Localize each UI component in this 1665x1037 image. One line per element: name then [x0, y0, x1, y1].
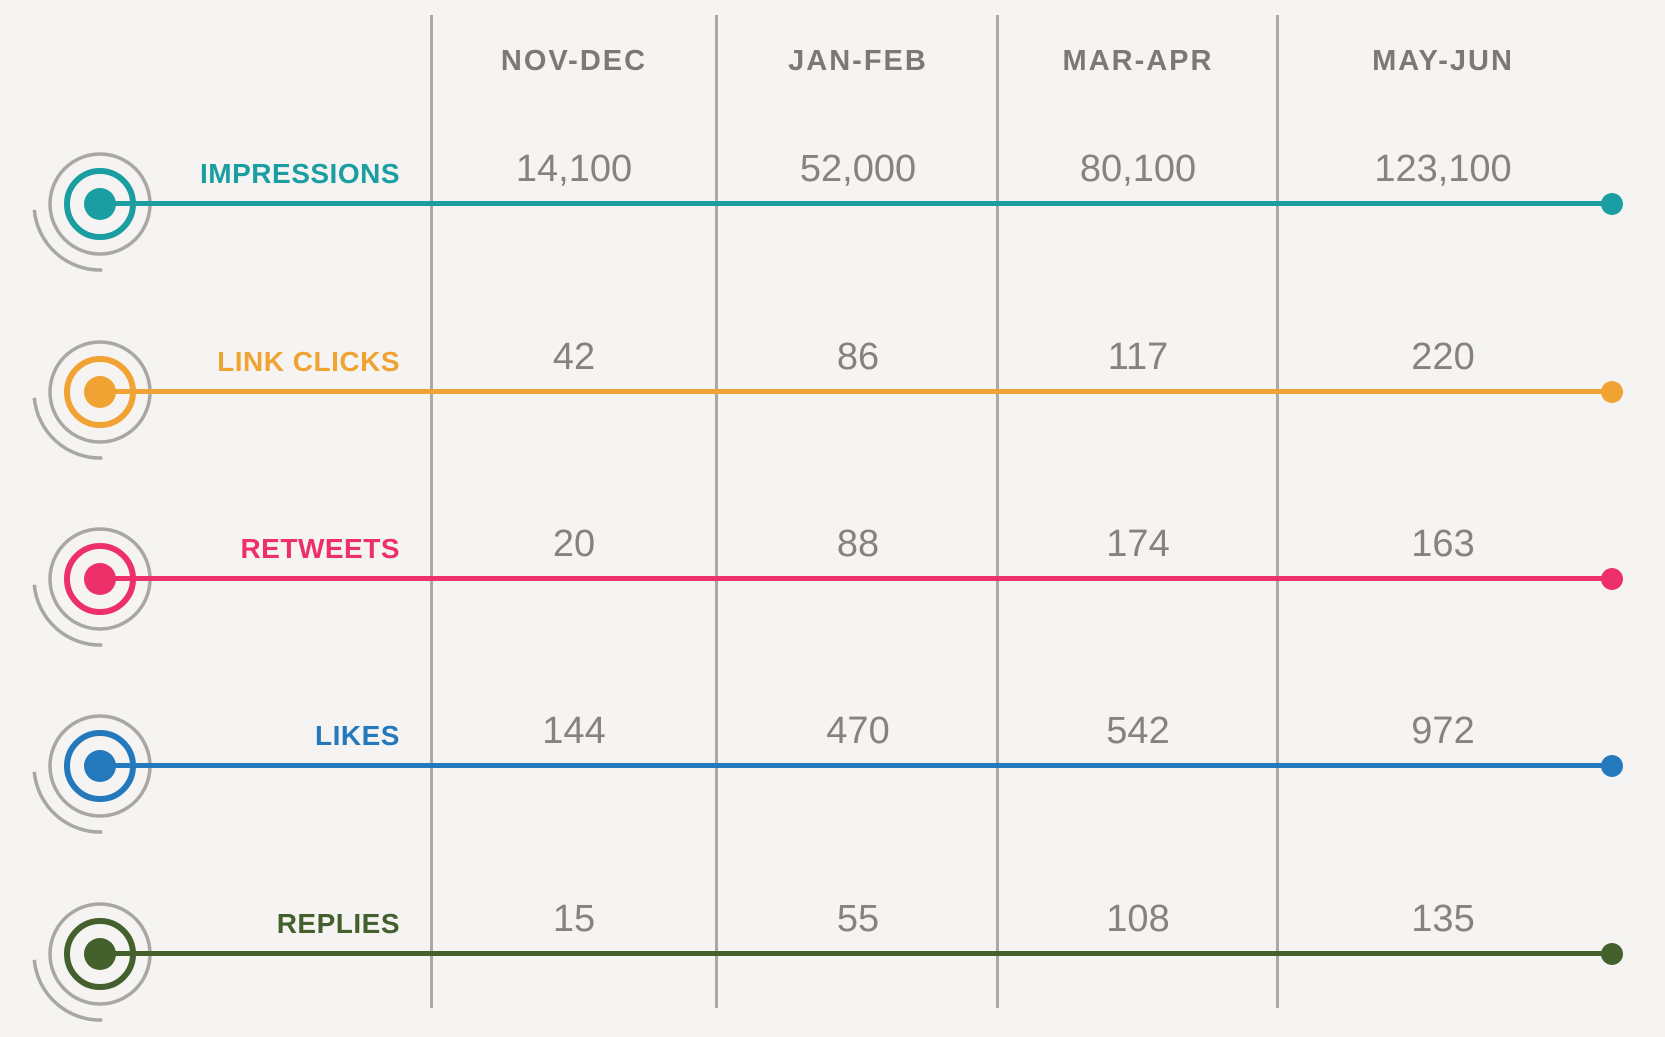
- cell-value: 470: [826, 710, 890, 752]
- metric-line: [100, 576, 1612, 581]
- cell-value: 86: [836, 336, 880, 378]
- metric-line: [100, 763, 1612, 768]
- line-end-dot: [1601, 755, 1623, 777]
- cell-value: 108: [1106, 898, 1170, 940]
- line-end-dot: [1601, 193, 1623, 215]
- target-spiral-icon: [32, 152, 152, 272]
- target-spiral-icon: [32, 340, 152, 460]
- column-divider: [996, 15, 999, 1008]
- column-header-may-jun: MAY-JUN: [1372, 45, 1514, 77]
- target-spiral-icon: [32, 902, 152, 1022]
- row-label: LIKES: [315, 720, 400, 751]
- cell-value: 135: [1411, 898, 1475, 940]
- metric-line: [100, 951, 1612, 956]
- line-end-dot: [1601, 568, 1623, 590]
- cell-value: 174: [1106, 523, 1170, 565]
- column-header-jan-feb: JAN-FEB: [788, 45, 928, 77]
- column-header-nov-dec: NOV-DEC: [500, 45, 648, 77]
- cell-value: 15: [552, 898, 596, 940]
- cell-value: 542: [1106, 710, 1170, 752]
- cell-value: 163: [1411, 523, 1475, 565]
- cell-value: 220: [1411, 336, 1475, 378]
- row-label: IMPRESSIONS: [200, 158, 400, 189]
- cell-value: 42: [552, 336, 596, 378]
- row-label: RETWEETS: [240, 533, 400, 564]
- cell-value: 972: [1411, 710, 1475, 752]
- cell-value: 144: [542, 710, 606, 752]
- target-spiral-icon: [32, 714, 152, 834]
- cell-value: 80,100: [1079, 148, 1197, 190]
- line-end-dot: [1601, 381, 1623, 403]
- target-spiral-icon: [32, 527, 152, 647]
- metric-line: [100, 201, 1612, 206]
- cell-value: 52,000: [799, 148, 917, 190]
- cell-value: 20: [552, 523, 596, 565]
- cell-value: 88: [836, 523, 880, 565]
- cell-value: 117: [1107, 336, 1169, 378]
- row-label: LINK CLICKS: [217, 346, 400, 377]
- column-divider: [1276, 15, 1279, 1008]
- cell-value: 55: [836, 898, 880, 940]
- column-divider: [430, 15, 433, 1008]
- cell-value: 123,100: [1374, 148, 1512, 190]
- column-header-mar-apr: MAR-APR: [1062, 45, 1214, 77]
- line-end-dot: [1601, 943, 1623, 965]
- metric-line: [100, 389, 1612, 394]
- row-label: REPLIES: [276, 908, 400, 939]
- cell-value: 14,100: [515, 148, 633, 190]
- column-divider: [715, 15, 718, 1008]
